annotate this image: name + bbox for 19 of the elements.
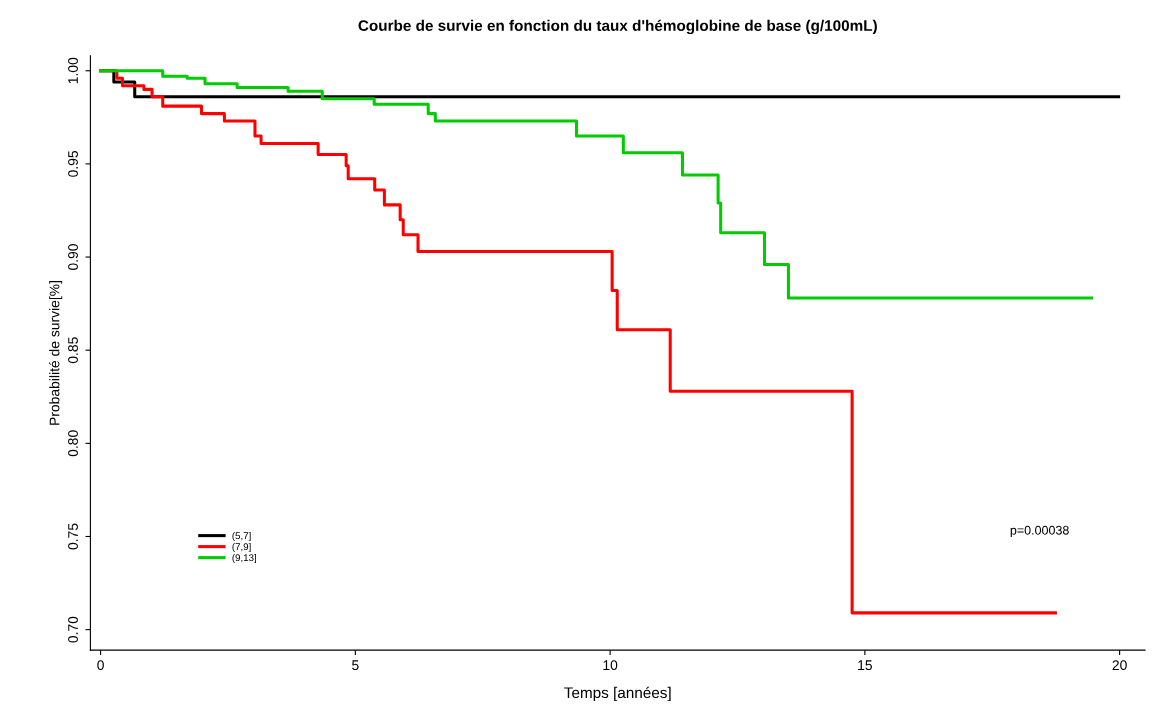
x-tick-label: 20 (1112, 660, 1127, 671)
x-tick-label: 15 (858, 660, 872, 671)
legend-label: (5,7] (232, 531, 251, 542)
chart-title: Courbe de survie en fonction du taux d'hémoglobine de base (g/100mL) (358, 19, 877, 35)
legend-label: (9,13] (232, 553, 257, 564)
y-tick-label: 0.80 (68, 430, 78, 457)
x-axis-title: Temps [années] (564, 686, 671, 702)
y-tick-label: 1.00 (68, 57, 78, 84)
y-axis-title: Probabilité de survie[%] (49, 281, 63, 425)
y-tick-label: 0.70 (68, 616, 78, 643)
y-tick-label: 0.85 (68, 337, 78, 364)
x-tick-label: 5 (352, 660, 359, 671)
y-tick-label: 0.90 (68, 244, 78, 271)
y-tick-label: 0.95 (68, 150, 78, 177)
x-tick-label: 0 (97, 660, 104, 671)
x-tick-label: 10 (603, 660, 618, 671)
y-tick-label: 0.75 (68, 523, 78, 550)
annotation: p=0.00038 (1010, 525, 1069, 538)
legend-label: (7,9] (232, 542, 251, 553)
